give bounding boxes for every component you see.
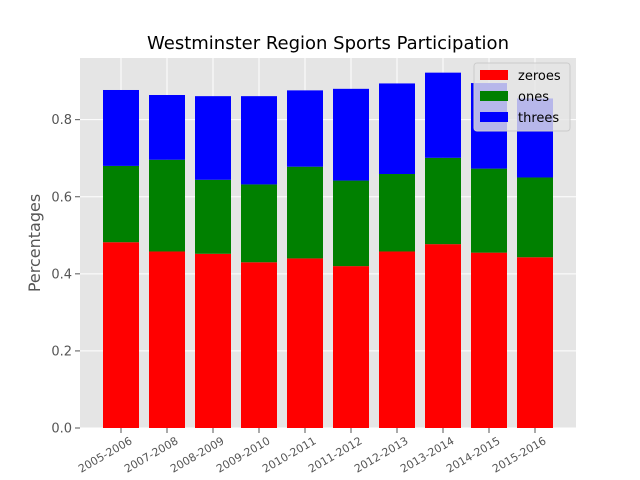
y-tick-label: 0.8 [51, 113, 72, 128]
y-tick-label: 0.2 [51, 344, 72, 359]
legend-swatch-ones [480, 91, 508, 101]
legend: zeroes ones threes [473, 62, 571, 132]
bar-threes-2013-2014 [425, 72, 461, 158]
bar-threes-2010-2011 [287, 90, 323, 167]
legend-swatch-threes [480, 112, 508, 122]
bar-ones-2015-2016 [517, 177, 553, 258]
y-tick-label: 0.4 [51, 267, 72, 282]
bar-zeroes-2007-2008 [149, 251, 185, 428]
bar-zeroes-2005-2006 [103, 242, 139, 428]
legend-label-zeroes: zeroes [518, 69, 561, 84]
bar-ones-2013-2014 [425, 157, 461, 245]
bar-ones-2011-2012 [333, 180, 369, 267]
y-axis-label: Percentages [25, 194, 44, 292]
bar-threes-2009-2010 [241, 96, 277, 185]
bar-ones-2008-2009 [195, 179, 231, 254]
bar-threes-2012-2013 [379, 83, 415, 175]
bar-ones-2012-2013 [379, 174, 415, 252]
bar-threes-2007-2008 [149, 95, 185, 160]
legend-label-ones: ones [518, 90, 549, 105]
legend-swatch-zeroes [480, 70, 508, 80]
y-axis-ticks: 0.0 0.2 0.4 0.6 0.8 [51, 113, 80, 437]
bar-zeroes-2011-2012 [333, 266, 369, 428]
bar-zeroes-2009-2010 [241, 262, 277, 428]
bar-ones-2014-2015 [471, 168, 507, 253]
y-tick-label: 0.0 [51, 422, 72, 437]
bars [103, 72, 553, 428]
bar-ones-2010-2011 [287, 166, 323, 259]
bar-threes-2008-2009 [195, 96, 231, 180]
bar-zeroes-2008-2009 [195, 253, 231, 428]
chart-title: Westminster Region Sports Participation [147, 33, 509, 54]
bar-threes-2005-2006 [103, 89, 139, 166]
bar-zeroes-2013-2014 [425, 244, 461, 428]
bar-ones-2009-2010 [241, 184, 277, 263]
legend-label-threes: threes [518, 111, 559, 126]
y-tick-label: 0.6 [51, 190, 72, 205]
x-axis-ticks: 2005-20062007-20082008-20092009-20102010… [76, 428, 549, 476]
bar-zeroes-2015-2016 [517, 257, 553, 428]
bar-zeroes-2012-2013 [379, 251, 415, 428]
bar-ones-2005-2006 [103, 165, 139, 243]
bar-zeroes-2010-2011 [287, 258, 323, 428]
bar-ones-2007-2008 [149, 159, 185, 252]
bar-zeroes-2014-2015 [471, 252, 507, 428]
bar-threes-2011-2012 [333, 88, 369, 181]
